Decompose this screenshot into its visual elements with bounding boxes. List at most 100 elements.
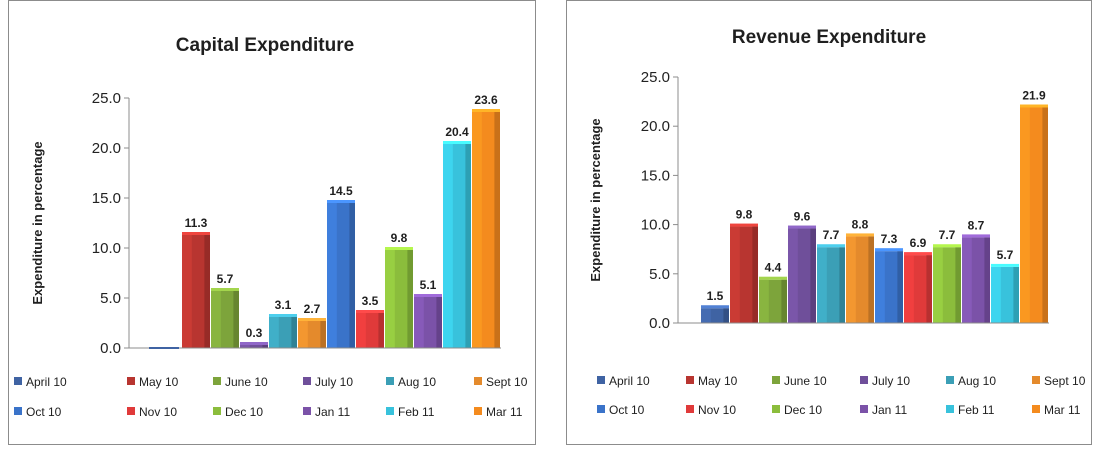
legend-label: Sept 10 [486, 375, 528, 389]
bar-feb-11 [991, 263, 1019, 323]
bar-top-face [385, 247, 413, 250]
legend-swatch [213, 407, 221, 415]
y-tick-label: 25.0 [92, 90, 121, 107]
legend-swatch [686, 376, 694, 384]
legend-label: June 10 [225, 375, 268, 389]
legend-label: Nov 10 [698, 403, 736, 417]
y-tick-label: 5.0 [100, 290, 121, 307]
data-label: 23.6 [474, 93, 498, 107]
bar-top-face [991, 263, 1019, 267]
legend-item-nov-10: Nov 10 [127, 405, 177, 419]
legend-label: Dec 10 [225, 405, 263, 419]
bar-highlight [385, 250, 395, 348]
legend-swatch [303, 407, 311, 415]
bar-top-face [817, 244, 845, 248]
bar-mar-11 [472, 109, 500, 348]
bar-highlight [846, 236, 856, 323]
data-label: 8.7 [968, 218, 985, 232]
bar-top-face [443, 141, 471, 144]
legend-label: Dec 10 [784, 403, 822, 417]
y-tick-label: 20.0 [92, 140, 121, 157]
bar-shadow [984, 237, 990, 323]
data-label: 0.3 [246, 326, 263, 340]
data-label: 1.5 [707, 289, 724, 303]
bar-shadow [1013, 266, 1019, 323]
legend-swatch [597, 376, 605, 384]
legend-swatch [860, 376, 868, 384]
legend-item-oct-10: Oct 10 [14, 405, 62, 419]
legend-item-june-10: June 10 [772, 374, 827, 388]
capital-expenditure-chart: Capital Expenditure Expenditure in percen… [14, 35, 528, 419]
bar-may-10 [182, 232, 210, 348]
bar-shadow [291, 317, 297, 348]
legend-item-feb-11: Feb 11 [946, 403, 995, 417]
bar-top-face [269, 314, 297, 317]
legend-label: June 10 [784, 374, 827, 388]
y-tick-label: 0.0 [649, 315, 670, 332]
legend-item-aug-10: Aug 10 [946, 374, 996, 388]
bar-highlight [414, 297, 424, 348]
bar-zero-april-10 [149, 347, 179, 349]
bar-nov-10 [904, 252, 932, 323]
bar-top-face [730, 223, 758, 227]
legend-item-april-10: April 10 [14, 375, 67, 389]
bar-july-10 [240, 342, 268, 348]
data-label: 7.7 [939, 228, 956, 242]
legend-item-nov-10: Nov 10 [686, 403, 736, 417]
bar-june-10 [759, 276, 787, 323]
bar-aug-10 [269, 314, 297, 348]
legend-label: Oct 10 [609, 403, 645, 417]
legend-swatch [14, 407, 22, 415]
bar-highlight [759, 279, 769, 323]
y-tick-label: 25.0 [641, 69, 670, 86]
bar-top-face [1020, 104, 1048, 108]
legend-swatch [686, 405, 694, 413]
bar-top-face [933, 244, 961, 248]
legend-label: Mar 11 [486, 405, 523, 419]
bar-shadow [723, 308, 729, 323]
legend-swatch [597, 405, 605, 413]
bar-feb-11 [443, 141, 471, 348]
data-label: 9.6 [794, 210, 811, 224]
bar-highlight [182, 235, 192, 348]
legend-swatch [127, 377, 135, 385]
bar-oct-10 [875, 248, 903, 323]
bar-dec-10 [933, 244, 961, 323]
bar-top-face [240, 342, 268, 345]
revenue-expenditure-chart: Revenue Expenditure Expenditure in percen… [588, 27, 1086, 417]
bar-top-face [962, 234, 990, 238]
bar-top-face [759, 276, 787, 280]
bar-top-face [472, 109, 500, 112]
bar-shadow [781, 279, 787, 323]
bar-highlight [933, 247, 943, 323]
legend-item-dec-10: Dec 10 [772, 403, 822, 417]
legend-swatch [386, 407, 394, 415]
bar-shadow [349, 203, 355, 348]
legend-item-jan-11: Jan 11 [303, 405, 350, 419]
data-label: 5.7 [997, 248, 1014, 262]
data-label: 3.5 [362, 294, 379, 308]
bar-dec-10 [385, 247, 413, 348]
y-axis-label: Expenditure in percentage [30, 141, 45, 304]
bar-top-face [356, 310, 384, 313]
bar-highlight [356, 313, 366, 348]
legend-swatch [946, 405, 954, 413]
legend-label: Aug 10 [398, 375, 436, 389]
legend-item-june-10: June 10 [213, 375, 268, 389]
chart-title: Revenue Expenditure [732, 27, 926, 48]
bar-shadow [810, 228, 816, 323]
bar-shadow [407, 250, 413, 348]
legend-label: Jan 11 [315, 405, 350, 419]
data-label: 2.7 [304, 302, 321, 316]
y-tick-label: 15.0 [641, 167, 670, 184]
legend-item-sept-10: Sept 10 [474, 375, 528, 389]
data-label: 6.9 [910, 236, 927, 250]
legend-item-july-10: July 10 [303, 375, 353, 389]
bar-shadow [465, 144, 471, 348]
legend-label: Mar 11 [1044, 403, 1081, 417]
legend-label: Jan 11 [872, 403, 907, 417]
legend-swatch [474, 377, 482, 385]
legend-swatch [303, 377, 311, 385]
bar-top-face [846, 233, 874, 237]
bar-shadow [839, 247, 845, 323]
